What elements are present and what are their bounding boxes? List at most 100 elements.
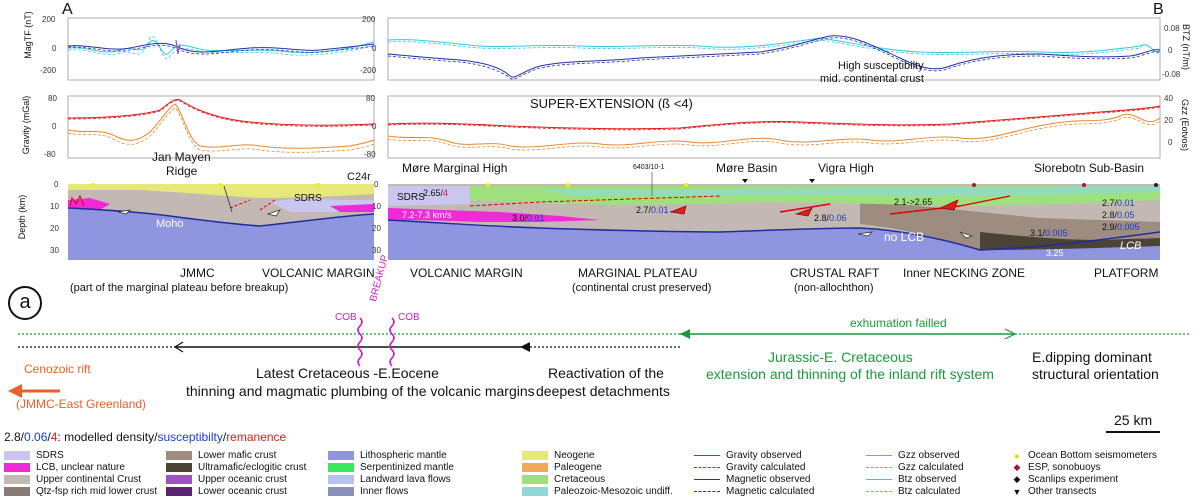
gzz-observed-left — [67, 103, 375, 149]
depth-tick: 20 — [372, 224, 381, 233]
thinning-label: thinning and magmatic plumbing of the vo… — [186, 383, 535, 399]
marginal-plateau-note-label: (continental crust preserved) — [572, 282, 712, 294]
section-right — [387, 172, 1161, 260]
velocity-label: 7.2-7.3 km/s — [402, 210, 452, 220]
legend-label: Magnetic calculated — [726, 486, 815, 497]
color-swatch — [4, 451, 30, 460]
gravity-calculated-left — [67, 100, 375, 127]
sdrs-left-label: SDRS — [294, 193, 322, 204]
mag-tick: 200 — [362, 15, 376, 24]
legend-label: Btz observed — [898, 474, 957, 485]
depth-axis-label: Depth (km) — [17, 194, 27, 240]
gravity-observed-left — [67, 99, 375, 126]
legend-label: Upper oceanic crust — [198, 474, 287, 485]
more-basin-label: Møre Basin — [716, 161, 778, 175]
mag-tick: 200 — [42, 15, 56, 24]
circle-label: a — [8, 286, 42, 320]
btz-calculated-right — [387, 39, 1161, 55]
depth-tick: 10 — [372, 202, 381, 211]
mag-tick: -200 — [360, 66, 377, 75]
cenozoic-rift-sub-label: (JMMC-East Greenland) — [16, 397, 147, 411]
legend-item: Magnetic observed — [694, 474, 811, 485]
legend-label: Gzz observed — [898, 450, 960, 461]
legend-label: Neogene — [554, 450, 595, 461]
legend-item: Paleogene — [522, 462, 602, 473]
density-r27: 2.7/0.01 — [1102, 198, 1135, 208]
panel-label-a: A — [62, 1, 73, 18]
gzz-calculated-right — [387, 116, 1161, 151]
legend-label: Paleozoic-Mesozoic undiff. — [554, 486, 673, 497]
detachments-label: deepest detachments — [536, 383, 670, 399]
legend-label: LCB, unclear nature — [36, 462, 125, 473]
reactivation-label: Reactivation of the — [548, 365, 664, 381]
cob-right-label: COB — [398, 312, 420, 323]
well-label: 6403/10-1 — [633, 164, 665, 171]
legend-item: Gravity calculated — [694, 462, 805, 473]
legend-item: Inner flows — [328, 486, 408, 497]
mag-panel-right — [387, 17, 1161, 81]
color-swatch — [522, 475, 548, 484]
legend-item: LCB, unclear nature — [4, 462, 125, 473]
lcb-label: LCB — [1120, 240, 1142, 252]
ridge-label: Ridge — [166, 164, 198, 178]
color-swatch — [522, 487, 548, 496]
line-swatch — [866, 491, 892, 492]
platform-label: PLATFORM — [1094, 266, 1159, 280]
color-swatch — [4, 487, 30, 496]
gzz-tick: 40 — [1164, 94, 1173, 103]
grav-tick: 80 — [48, 94, 57, 103]
cenozoic-rift-label: Cenozoic rift — [24, 362, 91, 376]
grav-panel-right — [387, 95, 1161, 159]
legend-item: ◆ Scanlips experiment — [1012, 474, 1119, 485]
density-28: 2.8/0.06 — [814, 213, 847, 223]
gzz-tick: 20 — [1164, 116, 1173, 125]
legend-item: ▼ Other transects — [1012, 486, 1097, 497]
color-swatch — [328, 451, 354, 460]
edipping-label: E.dipping dominant — [1032, 349, 1152, 365]
legend-label: Other transects — [1028, 486, 1097, 497]
legend-label: Btz calculated — [898, 486, 961, 497]
cob-left-label: COB — [335, 312, 357, 323]
grav-tick: -80 — [44, 150, 56, 159]
legend-item: Cretaceous — [522, 474, 605, 485]
extension-label: extension and thinning of the inland rif… — [706, 366, 994, 382]
volcanic-margin-right-label: VOLCANIC MARGIN — [410, 266, 523, 280]
cenozoic-arrow — [8, 384, 22, 398]
no-lcb-label: no LCB — [884, 230, 925, 244]
inner-necking-label: Inner NECKING ZONE — [903, 266, 1026, 280]
depth-tick: 30 — [372, 246, 381, 255]
gzz-observed-right — [387, 113, 1161, 148]
v325-label: 3.25 — [1046, 248, 1064, 258]
color-swatch — [522, 451, 548, 460]
legend-label: Lithospheric mantle — [360, 450, 447, 461]
legend-label: SDRS — [36, 450, 64, 461]
btz-tick: 0.08 — [1164, 24, 1180, 33]
legend-item: Neogene — [522, 450, 595, 461]
btz-tick: 0 — [1168, 46, 1173, 55]
magnetic-observed-right — [387, 35, 1161, 78]
more-marginal-high-label: Møre Marginal High — [402, 161, 508, 175]
legend-label: Ocean Bottom seismometers — [1028, 450, 1157, 461]
legend-item: Lithospheric mantle — [328, 450, 447, 461]
marginal-plateau-label: MARGINAL PLATEAU — [578, 266, 698, 280]
cob-left-mark — [357, 317, 363, 367]
legend-label: Gravity observed — [726, 450, 802, 461]
crustal-raft-note-label: (non-allochthon) — [794, 282, 874, 294]
btz-tick: -0.08 — [1162, 70, 1181, 79]
color-swatch — [166, 487, 192, 496]
legend-label: Qtz-fsp rich mid lower crust — [36, 486, 158, 497]
upper-oceanic-spike-left — [175, 39, 181, 55]
jan-mayen-label: Jan Mayen — [152, 150, 211, 164]
legend-item: SDRS — [4, 450, 64, 461]
moho-label: Moho — [156, 218, 184, 230]
caption: 2.8/0.06/4: modelled density/susceptibil… — [4, 430, 287, 444]
mag-tick: 0 — [52, 44, 57, 53]
super-extension-label: SUPER-EXTENSION (ß <4) — [530, 96, 693, 111]
gravity-axis-label: Gravity (mGal) — [21, 95, 31, 155]
line-swatch — [866, 479, 892, 480]
mag-tick: 0 — [372, 44, 377, 53]
grav-panel-left — [67, 95, 375, 159]
grav-tick: 80 — [366, 94, 375, 103]
depth-tick: 0 — [54, 180, 59, 189]
